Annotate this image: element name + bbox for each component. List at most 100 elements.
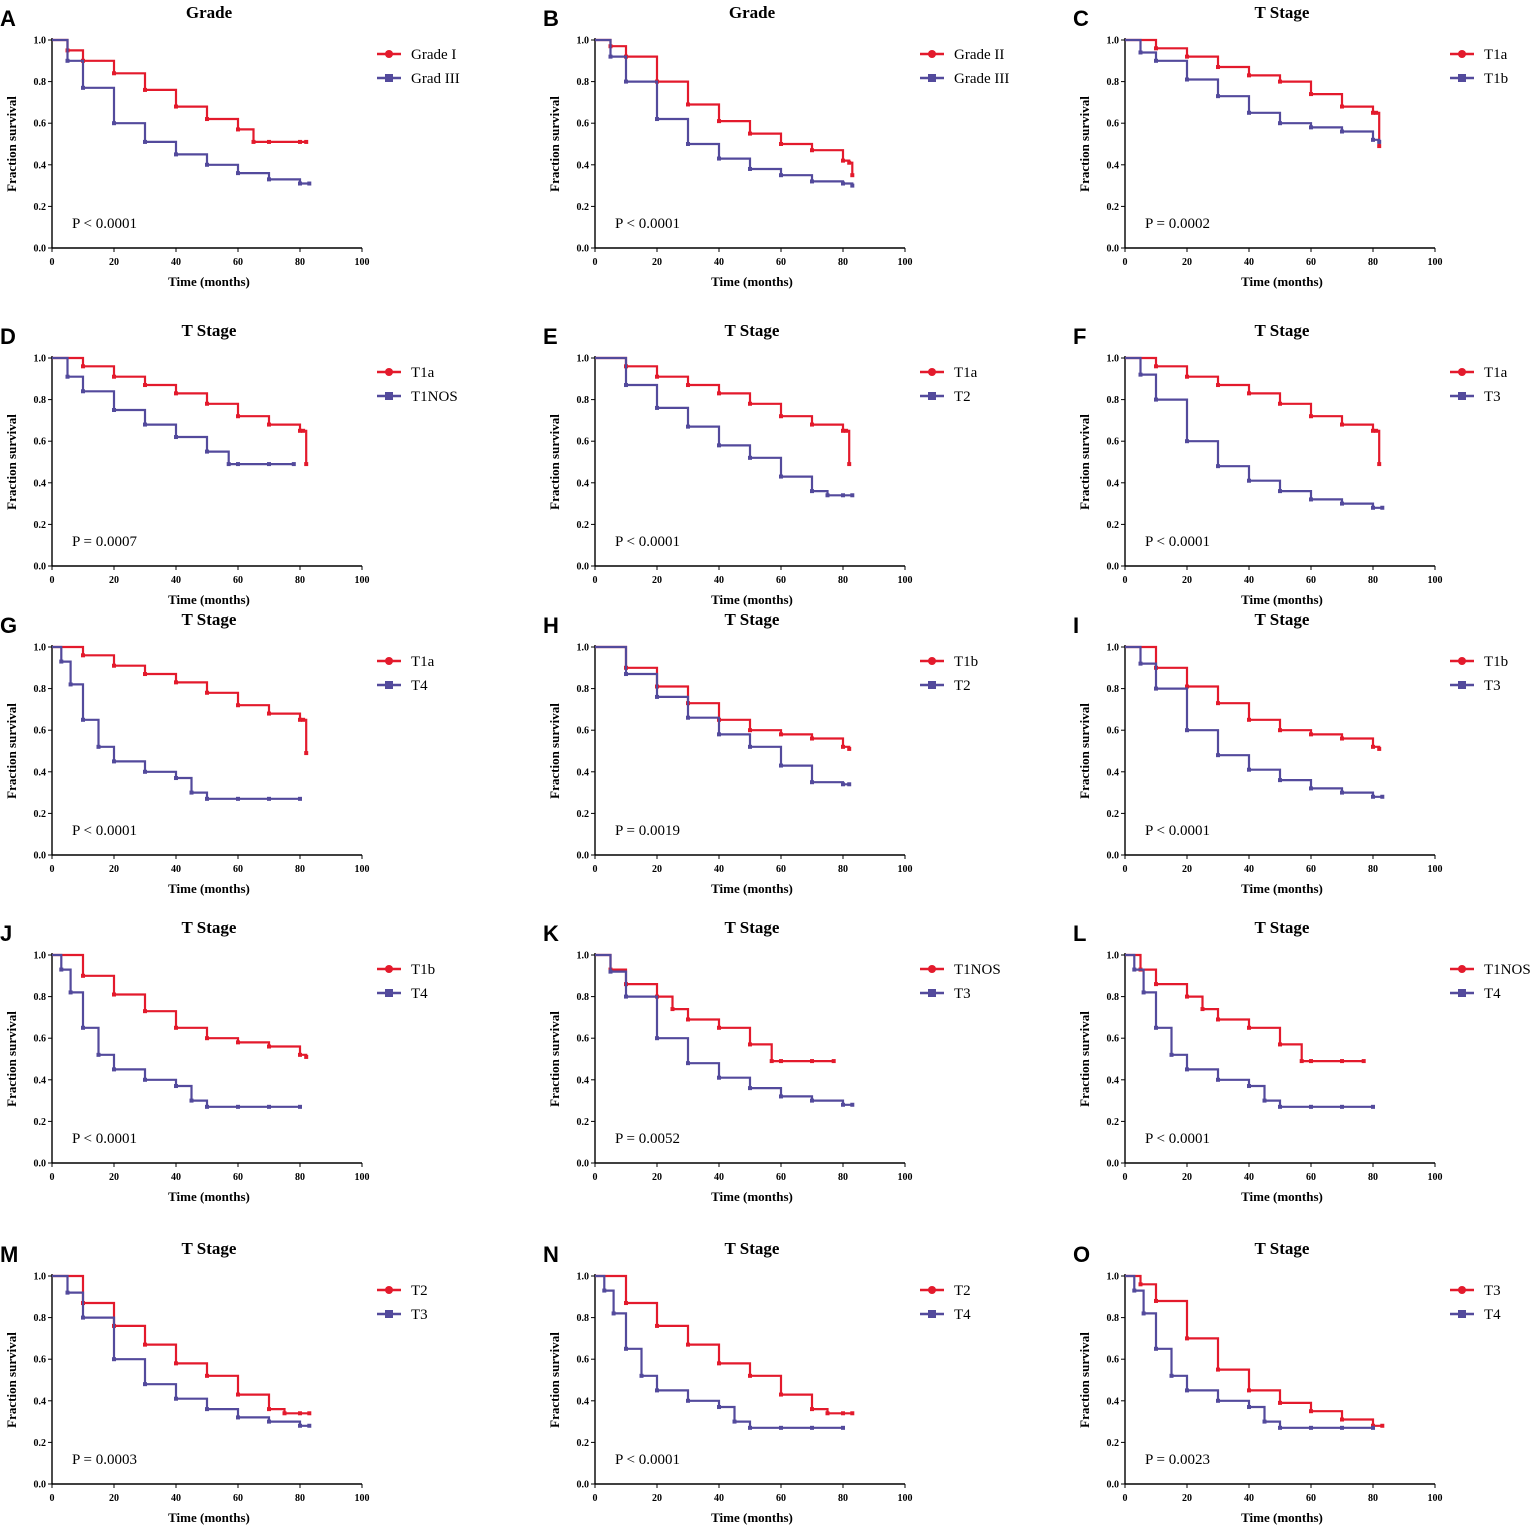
- censor-marker: [1154, 46, 1158, 51]
- y-tick-label: 0.4: [1107, 767, 1120, 778]
- censor-marker: [143, 422, 147, 427]
- x-tick-label: 20: [652, 257, 662, 268]
- y-tick-label: 0.4: [34, 160, 47, 171]
- x-tick-label: 80: [1368, 1172, 1378, 1183]
- survival-curve-1: [595, 1274, 853, 1415]
- y-tick-label: 0.6: [34, 437, 47, 448]
- x-tick-label: 100: [355, 1172, 370, 1183]
- x-tick-label: 40: [1244, 864, 1254, 875]
- y-tick-label: 0.8: [34, 992, 47, 1003]
- censor-marker: [1309, 497, 1313, 502]
- censor-marker: [748, 728, 752, 733]
- legend-label: Grade I: [411, 47, 456, 63]
- censor-marker: [1247, 391, 1251, 396]
- survival-curve-2: [595, 645, 850, 786]
- censor-marker: [1309, 732, 1313, 737]
- censor-marker: [1216, 383, 1220, 388]
- x-axis-label: Time (months): [168, 1510, 250, 1525]
- censor-marker: [267, 796, 271, 801]
- censor-marker: [717, 1361, 721, 1366]
- x-tick-label: 80: [838, 864, 848, 875]
- y-tick-label: 0.6: [1107, 1034, 1120, 1045]
- x-tick-label: 0: [1123, 864, 1128, 875]
- p-value: P < 0.0001: [1145, 534, 1210, 550]
- y-axis-label: Fraction survival: [547, 96, 562, 192]
- x-tick-label: 0: [50, 575, 55, 586]
- y-tick-label: 1.0: [577, 354, 590, 365]
- censor-marker: [81, 717, 85, 722]
- censor-marker: [1138, 1282, 1143, 1287]
- legend-marker-circle: [928, 657, 936, 665]
- censor-marker: [1169, 1052, 1174, 1057]
- legend-marker-circle: [928, 50, 936, 58]
- panel-letter: D: [0, 324, 16, 349]
- x-tick-label: 80: [295, 257, 305, 268]
- y-tick-label: 0.8: [1107, 77, 1120, 88]
- censor-marker: [81, 1315, 85, 1320]
- x-axis-label: Time (months): [168, 274, 250, 289]
- censor-marker: [174, 680, 178, 685]
- censor-marker: [267, 711, 271, 716]
- y-axis-label: Fraction survival: [4, 1011, 19, 1107]
- legend-marker-circle: [1458, 1286, 1466, 1294]
- legend-marker-circle: [928, 965, 936, 973]
- y-tick-label: 0.6: [577, 726, 590, 737]
- legend-label: Grad III: [411, 71, 460, 87]
- x-tick-label: 20: [109, 1172, 119, 1183]
- censor-marker: [301, 717, 306, 722]
- censor-marker: [59, 967, 64, 972]
- y-tick-label: 0.8: [34, 1313, 47, 1324]
- censor-marker: [1138, 372, 1143, 377]
- x-tick-label: 0: [50, 1172, 55, 1183]
- censor-marker: [655, 117, 659, 122]
- y-tick-label: 0.4: [577, 1075, 590, 1086]
- censor-marker: [1371, 794, 1375, 799]
- censor-marker: [611, 1311, 616, 1316]
- legend-label: T3: [954, 986, 971, 1002]
- p-value: P < 0.0001: [72, 1131, 137, 1147]
- y-tick-label: 0.8: [1107, 992, 1120, 1003]
- y-tick-label: 1.0: [34, 36, 47, 47]
- y-tick-label: 0.0: [577, 244, 590, 255]
- x-tick-label: 80: [838, 1493, 848, 1504]
- y-tick-label: 0.6: [577, 1034, 590, 1045]
- censor-marker: [304, 462, 309, 467]
- y-tick-label: 0.8: [34, 77, 47, 88]
- x-tick-label: 100: [898, 864, 913, 875]
- y-tick-label: 0.6: [577, 437, 590, 448]
- censor-marker: [189, 790, 194, 795]
- censor-marker: [1154, 1346, 1158, 1351]
- censor-marker: [143, 139, 147, 144]
- chart-panel-g: G T Stage 0 20 40 60 80 100 0.0 0.2 0.4 0.6 0.8 1.0 Ti…: [0, 610, 435, 896]
- censor-marker: [748, 1425, 752, 1430]
- y-tick-label: 1.0: [1107, 643, 1120, 654]
- censor-marker: [841, 1102, 845, 1107]
- y-axis-label: Fraction survival: [547, 1332, 562, 1428]
- censor-marker: [748, 166, 752, 171]
- x-tick-label: 0: [593, 575, 598, 586]
- censor-marker: [779, 173, 783, 178]
- y-tick-label: 1.0: [577, 1272, 590, 1283]
- censor-marker: [1340, 1417, 1344, 1422]
- x-tick-label: 80: [1368, 1493, 1378, 1504]
- censor-marker: [65, 1290, 70, 1295]
- censor-marker: [1185, 77, 1189, 82]
- legend-marker-square: [385, 989, 393, 997]
- legend-label: T2: [954, 389, 971, 405]
- x-tick-label: 80: [1368, 575, 1378, 586]
- y-tick-label: 1.0: [1107, 951, 1120, 962]
- panel-letter: M: [0, 1242, 18, 1267]
- censor-marker: [143, 769, 147, 774]
- x-axis-label: Time (months): [711, 1510, 793, 1525]
- censor-marker: [1247, 110, 1251, 115]
- censor-marker: [251, 139, 256, 144]
- censor-marker: [1340, 104, 1344, 109]
- censor-marker: [1278, 1042, 1282, 1047]
- p-value: P = 0.0002: [1145, 216, 1210, 232]
- legend-marker-circle: [928, 1286, 936, 1294]
- censor-marker: [1154, 982, 1158, 987]
- censor-marker: [810, 736, 814, 741]
- x-tick-label: 100: [898, 257, 913, 268]
- censor-marker: [1138, 50, 1143, 55]
